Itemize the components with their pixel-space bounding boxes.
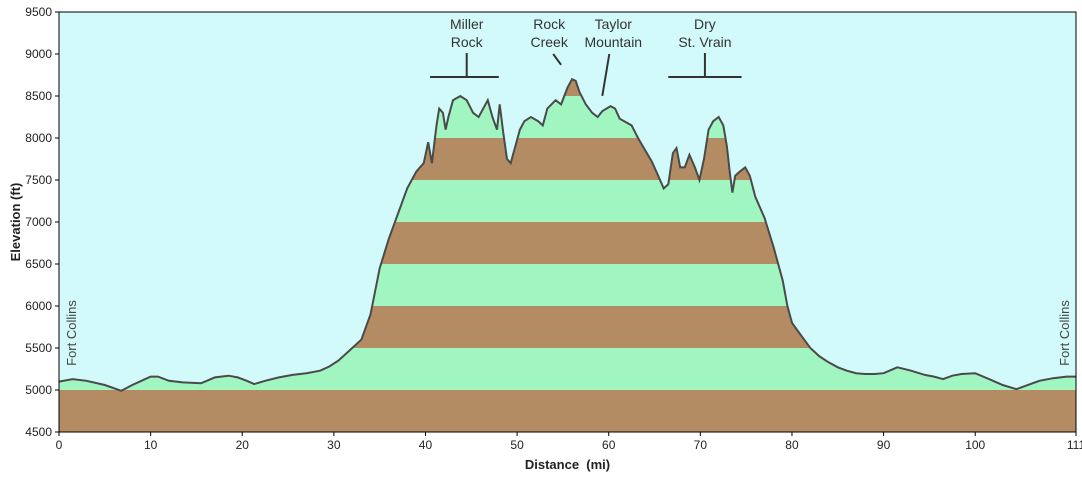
annotation: Taylor Mountain bbox=[585, 16, 643, 97]
x-tick-label: 30 bbox=[327, 438, 341, 452]
annotation-label: Dry bbox=[694, 16, 716, 32]
annotation-pointer bbox=[552, 53, 562, 66]
annotation-label: Miller bbox=[450, 16, 484, 32]
annotation: Dry St. Vrain bbox=[668, 16, 742, 78]
annotation-label: Mountain bbox=[585, 34, 643, 50]
x-tick-label: 60 bbox=[602, 438, 616, 452]
y-tick-label: 6000 bbox=[25, 299, 52, 313]
x-tick-label: 0 bbox=[56, 438, 63, 452]
y-tick-label: 7500 bbox=[25, 173, 52, 187]
x-tick-label: 100 bbox=[965, 438, 985, 452]
y-tick-label: 6500 bbox=[25, 257, 52, 271]
y-tick-label: 9000 bbox=[25, 47, 52, 61]
y-tick-label: 7000 bbox=[25, 215, 52, 229]
peak-annotations: Miller Rock Rock Creek Taylor Mountain Dry St. … bbox=[430, 16, 742, 97]
x-tick-label: 10 bbox=[144, 438, 158, 452]
x-axis: 0 10 20 30 40 50 60 70 80 90 100 111 bbox=[56, 432, 1082, 452]
annotation-label: St. Vrain bbox=[678, 34, 731, 50]
end-label: Fort Collins bbox=[1057, 300, 1072, 366]
elevation-band bbox=[59, 390, 1076, 432]
y-tick-label: 5000 bbox=[25, 383, 52, 397]
y-tick-label: 9500 bbox=[25, 5, 52, 19]
y-tick-label: 8500 bbox=[25, 89, 52, 103]
end-labels: Fort Collins Fort Collins bbox=[64, 300, 1072, 366]
annotation-label: Creek bbox=[530, 34, 568, 50]
annotation: Miller Rock bbox=[430, 16, 499, 78]
x-tick-label: 80 bbox=[785, 438, 799, 452]
x-tick-label: 111 bbox=[1067, 438, 1082, 452]
annotation-label: Rock bbox=[451, 34, 484, 50]
annotation-label: Rock bbox=[533, 16, 566, 32]
annotation-label: Taylor bbox=[595, 16, 633, 32]
x-axis-title: Distance (mi) bbox=[525, 457, 610, 472]
annotation-pointer bbox=[601, 53, 611, 97]
profile-outline bbox=[58, 77, 1076, 392]
y-tick-label: 8000 bbox=[25, 131, 52, 145]
x-tick-label: 90 bbox=[877, 438, 891, 452]
x-tick-label: 40 bbox=[419, 438, 433, 452]
y-tick-label: 5500 bbox=[25, 341, 52, 355]
y-axis: 4500 5000 5500 6000 6500 7000 7500 8000 8500 9000… bbox=[25, 5, 59, 439]
x-tick-label: 20 bbox=[236, 438, 250, 452]
annotation: Rock Creek bbox=[530, 16, 569, 66]
y-axis-title: Elevation (ft) bbox=[8, 183, 23, 262]
end-label: Fort Collins bbox=[64, 300, 79, 366]
y-tick-label: 4500 bbox=[25, 425, 52, 439]
x-tick-label: 70 bbox=[694, 438, 708, 452]
x-tick-label: 50 bbox=[510, 438, 524, 452]
